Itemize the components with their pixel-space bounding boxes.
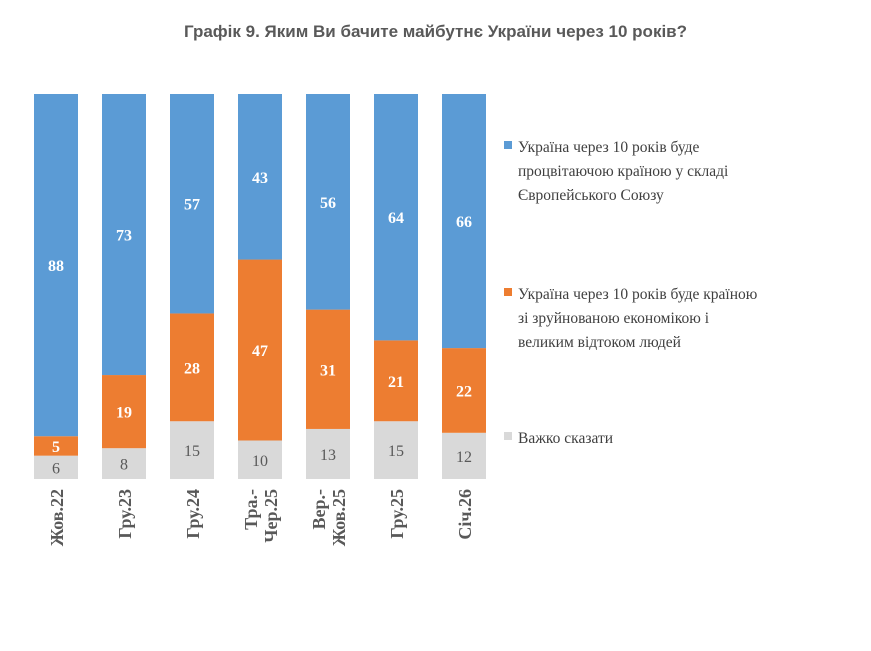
data-label: 73 — [116, 228, 132, 245]
bar-segment — [374, 421, 418, 479]
data-label: 22 — [456, 383, 472, 400]
legend-label-line: Важко сказати — [518, 430, 614, 447]
data-label: 8 — [120, 457, 128, 474]
data-label: 19 — [116, 405, 132, 422]
data-label: 10 — [252, 453, 268, 470]
bar-segment — [374, 340, 418, 422]
bar-segment — [34, 455, 78, 479]
data-label: 21 — [388, 374, 404, 391]
bar-segment — [102, 94, 146, 376]
data-label: 13 — [320, 447, 336, 464]
bar-segment — [306, 309, 350, 429]
bar-segment — [238, 259, 282, 441]
chart-title: Графік 9. Яким Ви бачите майбутнє Україн… — [183, 22, 688, 41]
legend-label-line: Україна через 10 років буде країною — [518, 286, 758, 303]
legend-swatch — [504, 288, 512, 296]
legend-label: Важко сказати — [518, 427, 838, 451]
data-label: 6 — [52, 460, 60, 477]
data-label: 28 — [184, 360, 200, 377]
data-label: 31 — [320, 362, 336, 379]
data-label: 64 — [388, 210, 404, 227]
data-label: 57 — [184, 197, 200, 214]
legend-label: Україна через 10 років буде процвітаючою … — [518, 136, 838, 208]
x-tick-label-line: Гру.24 — [183, 489, 203, 539]
bar-segment — [442, 94, 486, 349]
x-tick-label-line: Гру.23 — [115, 489, 135, 539]
bar-segment — [306, 428, 350, 479]
x-tick-label: Тра.- Чер.25 — [241, 489, 281, 543]
data-label: 47 — [252, 343, 268, 360]
legend-swatch — [504, 432, 512, 440]
data-label: 15 — [184, 443, 200, 460]
bar-segment — [374, 94, 418, 341]
data-label: 15 — [388, 443, 404, 460]
x-tick-label-line: Вер.- — [309, 489, 329, 530]
legend-swatch — [504, 141, 512, 149]
x-tick-label: Гру.23 — [115, 489, 135, 539]
bar-segment — [170, 94, 214, 314]
bar-segment — [102, 375, 146, 449]
x-tick-label: Січ.26 — [455, 489, 475, 540]
x-tick-label-line: Жов.25 — [329, 489, 349, 546]
x-tick-label: Вер.- Жов.25 — [309, 489, 349, 546]
legend-label-line: Україна через 10 років буде — [518, 139, 700, 156]
data-label: 5 — [52, 439, 60, 456]
x-tick-label: Жов.22 — [47, 489, 67, 546]
x-tick-label-line: Січ.26 — [455, 489, 475, 540]
data-label: 56 — [320, 195, 336, 212]
bar-segment — [170, 313, 214, 422]
x-tick-label-line: Тра.- — [241, 489, 261, 530]
x-tick-label: Гру.24 — [183, 489, 203, 539]
legend-label-line: процвітаючою країною у складі — [518, 163, 729, 180]
data-label: 66 — [456, 214, 472, 231]
x-tick-label-line: Чер.25 — [261, 489, 281, 543]
bar-segment — [34, 436, 78, 456]
data-label: 12 — [456, 449, 472, 466]
bar-segment — [102, 448, 146, 479]
bar-segment — [442, 348, 486, 433]
bar-segment — [442, 432, 486, 479]
bar-segment — [170, 421, 214, 479]
x-tick-label-line: Гру.25 — [387, 489, 407, 539]
legend-label-line: Європейського Союзу — [518, 187, 664, 204]
data-label: 88 — [48, 258, 64, 275]
bar-segment — [238, 94, 282, 260]
data-label: 43 — [252, 170, 268, 187]
bar-segment — [238, 440, 282, 479]
bar-segment — [306, 94, 350, 310]
x-tick-label: Гру.25 — [387, 489, 407, 539]
legend-label: Україна через 10 років буде країною зі зр… — [518, 283, 838, 355]
legend-label-line: великим відтоком людей — [518, 334, 681, 351]
legend-label-line: зі зруйнованою економікою і — [518, 310, 710, 327]
bar-segment — [34, 94, 78, 437]
x-tick-label-line: Жов.22 — [47, 489, 67, 546]
